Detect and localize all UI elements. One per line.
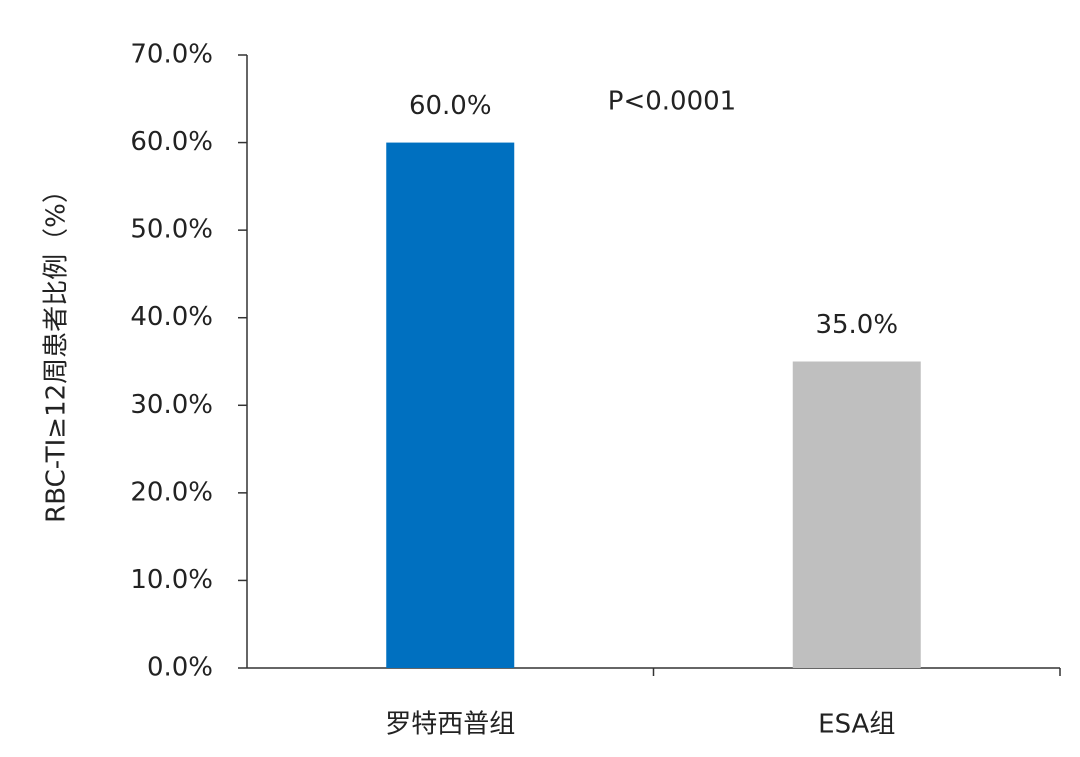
y-tick-label: 40.0% bbox=[130, 302, 213, 332]
annotation: P<0.0001 bbox=[608, 87, 736, 117]
y-tick-label: 10.0% bbox=[130, 565, 213, 595]
value-label: 60.0% bbox=[409, 91, 492, 121]
y-tick-label: 0.0% bbox=[147, 653, 213, 683]
x-tick-label: 罗特西普组 bbox=[385, 710, 515, 740]
y-tick-label: 30.0% bbox=[130, 390, 213, 420]
value-label: 35.0% bbox=[815, 310, 898, 340]
bar bbox=[792, 361, 921, 668]
y-tick-label: 70.0% bbox=[130, 40, 213, 70]
x-tick-label: ESA组 bbox=[818, 710, 895, 740]
y-axis-title: RBC-TI≥12周患者比例（%） bbox=[42, 177, 72, 523]
y-tick-label: 20.0% bbox=[130, 477, 213, 507]
y-tick-label: 60.0% bbox=[130, 127, 213, 157]
y-tick-label: 50.0% bbox=[130, 215, 213, 245]
bar bbox=[386, 142, 515, 669]
